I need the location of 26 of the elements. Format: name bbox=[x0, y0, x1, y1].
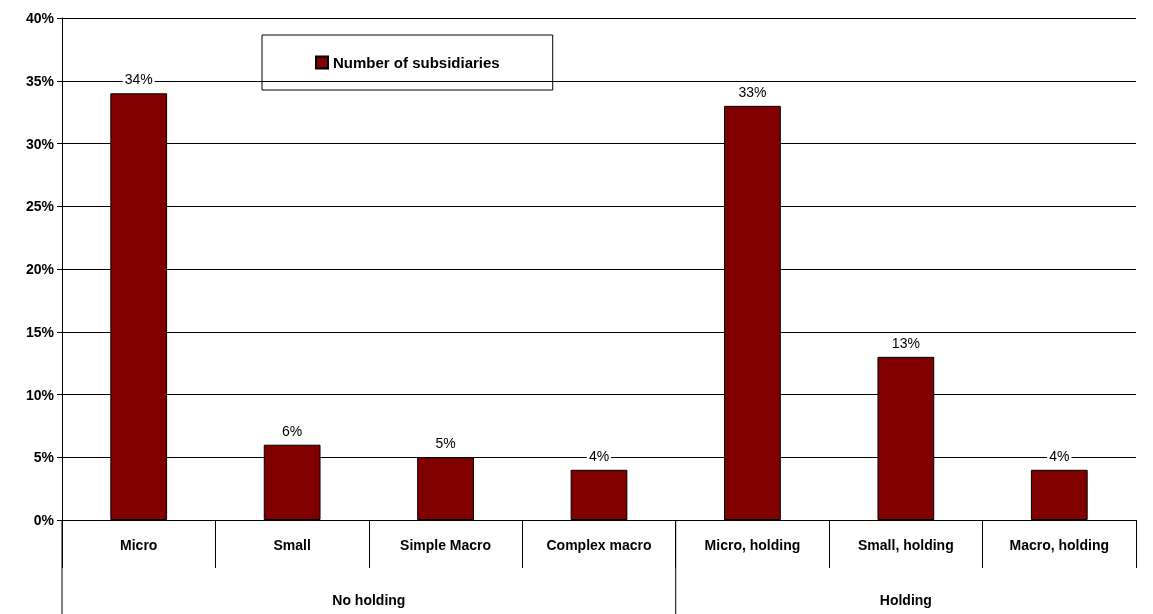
x-tick-label: Micro, holding bbox=[704, 537, 801, 553]
text: Holding bbox=[879, 592, 932, 608]
y-tick-label: 25% bbox=[25, 198, 55, 215]
data-label: 33% bbox=[738, 83, 767, 100]
x-tick-label: Small, holding bbox=[858, 537, 954, 553]
x-tick-label: Macro, holding bbox=[1009, 537, 1110, 553]
x-tick-label: Simple Macro bbox=[400, 537, 492, 553]
data-label: 4% bbox=[588, 447, 610, 464]
y-tick-label: 30% bbox=[25, 135, 55, 152]
data-label: 4% bbox=[1049, 447, 1070, 464]
data-label: 13% bbox=[891, 334, 920, 351]
data-label: 34% bbox=[124, 71, 153, 88]
x-tick-label: Complex macro bbox=[546, 537, 652, 553]
data-label: 6% bbox=[282, 422, 303, 439]
y-tick-label: 5% bbox=[33, 449, 55, 466]
legend-label: Number of subsidiaries bbox=[333, 54, 500, 71]
x-tick-label: Small bbox=[273, 537, 311, 553]
y-tick-label: 15% bbox=[25, 323, 55, 340]
y-tick-label: 35% bbox=[25, 72, 55, 89]
text: No holding bbox=[332, 592, 406, 608]
data-label: 5% bbox=[435, 435, 456, 452]
x-tick-label: Micro bbox=[120, 537, 158, 553]
y-tick-label: 10% bbox=[25, 386, 55, 403]
y-tick-label: 40% bbox=[25, 10, 55, 26]
y-tick-label: 20% bbox=[25, 261, 55, 277]
y-tick-label: 0% bbox=[33, 512, 55, 528]
